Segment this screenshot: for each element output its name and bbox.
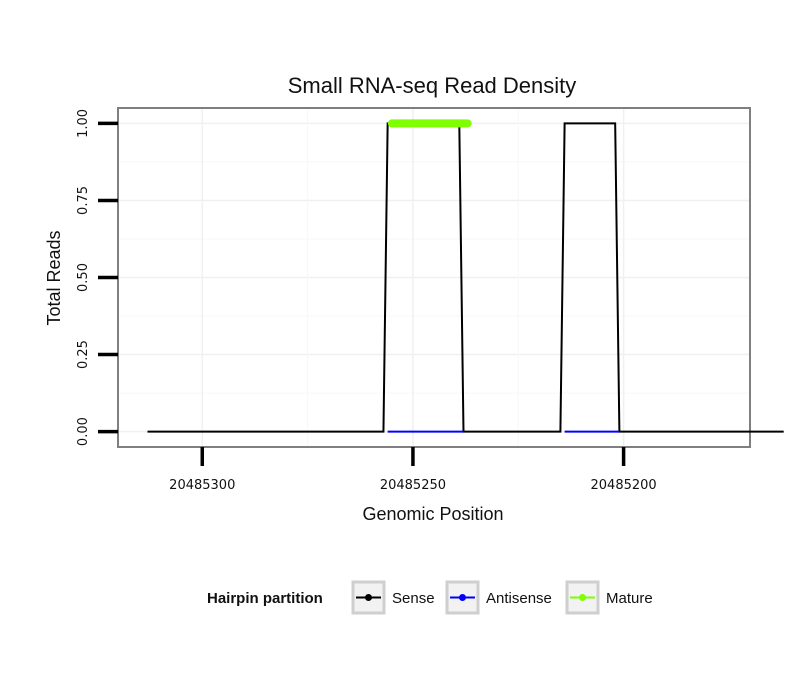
legend-label-mature: Mature [606, 590, 653, 607]
x-tick-label: 20485300 [169, 478, 235, 493]
y-tick-label: 1.00 [76, 109, 91, 138]
legend-key-point [365, 594, 372, 601]
y-axis-title: Total Reads [44, 230, 64, 325]
legend-label-sense: Sense [392, 590, 435, 607]
legend-entries: Sense Antisense Mature [351, 580, 653, 615]
legend: Hairpin partition Sense Antisense Mature [207, 580, 653, 615]
legend-title: Hairpin partition [207, 590, 323, 607]
x-tick-label: 20485200 [591, 478, 657, 493]
x-axis-ticks: 20485300 20485250 20485200 [169, 447, 657, 493]
legend-item-sense: Sense [351, 580, 435, 615]
x-tick-label: 20485250 [380, 478, 446, 493]
legend-key-point [579, 594, 586, 601]
chart-title: Small RNA-seq Read Density [288, 73, 577, 98]
grid-lines [118, 108, 750, 447]
legend-item-mature: Mature [565, 580, 653, 615]
x-axis-title: Genomic Position [362, 504, 503, 524]
legend-label-antisense: Antisense [486, 590, 552, 607]
legend-item-antisense: Antisense [445, 580, 552, 615]
legend-key-point [459, 594, 466, 601]
series-layer [147, 119, 784, 433]
y-tick-label: 0.75 [76, 186, 91, 215]
y-tick-label: 0.00 [76, 417, 91, 446]
y-axis-ticks: 0.00 0.25 0.50 0.75 1.00 [76, 109, 118, 446]
y-tick-label: 0.50 [76, 263, 91, 292]
series-sense-line [147, 122, 784, 433]
y-tick-label: 0.25 [76, 340, 91, 369]
